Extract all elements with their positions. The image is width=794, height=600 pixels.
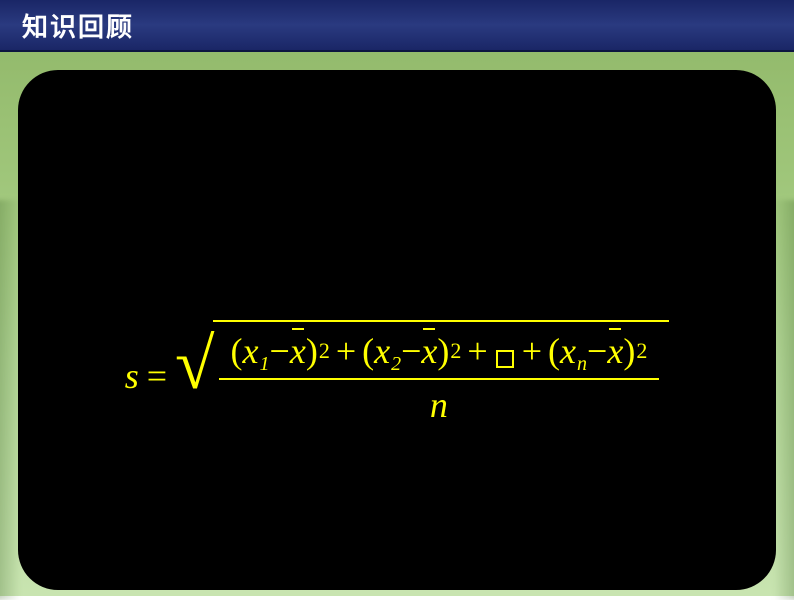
exponent: 2 [450, 338, 461, 364]
open-paren: ( [548, 330, 560, 372]
minus-sign: − [587, 330, 607, 372]
x-bar: x [607, 330, 623, 372]
close-paren: ) [437, 330, 449, 372]
close-paren: ) [623, 330, 635, 372]
header-bar: 知识回顾 [0, 0, 794, 52]
x-var: x [560, 330, 576, 372]
background-foliage-left [0, 200, 20, 600]
minus-sign: − [401, 330, 421, 372]
open-paren: ( [231, 330, 243, 372]
open-paren: ( [362, 330, 374, 372]
background-foliage-right [774, 200, 794, 600]
radicand: ( x1 − x )2 + ( x2 − x )2 + + ( [213, 320, 670, 432]
x-bar: x [290, 330, 306, 372]
fraction: ( x1 − x )2 + ( x2 − x )2 + + ( [219, 326, 660, 426]
subscript-n: n [577, 353, 587, 376]
x-var: x [374, 330, 390, 372]
x-var: x [243, 330, 259, 372]
minus-sign: − [270, 330, 290, 372]
subscript-2: 2 [391, 353, 401, 376]
numerator: ( x1 − x )2 + ( x2 − x )2 + + ( [219, 326, 660, 380]
content-panel: s = √ ( x1 − x )2 + ( x2 − x [18, 70, 776, 590]
header-title: 知识回顾 [22, 7, 134, 44]
close-paren: ) [306, 330, 318, 372]
equals-sign: = [147, 355, 167, 397]
lhs-variable: s [125, 355, 139, 397]
plus-sign: + [336, 330, 356, 372]
square-root: √ ( x1 − x )2 + ( x2 − x )2 + [175, 320, 669, 432]
denominator: n [430, 380, 448, 426]
ellipsis-placeholder-icon [496, 350, 514, 368]
exponent: 2 [636, 338, 647, 364]
standard-deviation-formula: s = √ ( x1 − x )2 + ( x2 − x [18, 320, 776, 432]
plus-sign: + [522, 330, 542, 372]
plus-sign: + [467, 330, 487, 372]
radical-symbol: √ [175, 328, 215, 400]
x-bar: x [421, 330, 437, 372]
subscript-1: 1 [260, 353, 270, 376]
exponent: 2 [319, 338, 330, 364]
